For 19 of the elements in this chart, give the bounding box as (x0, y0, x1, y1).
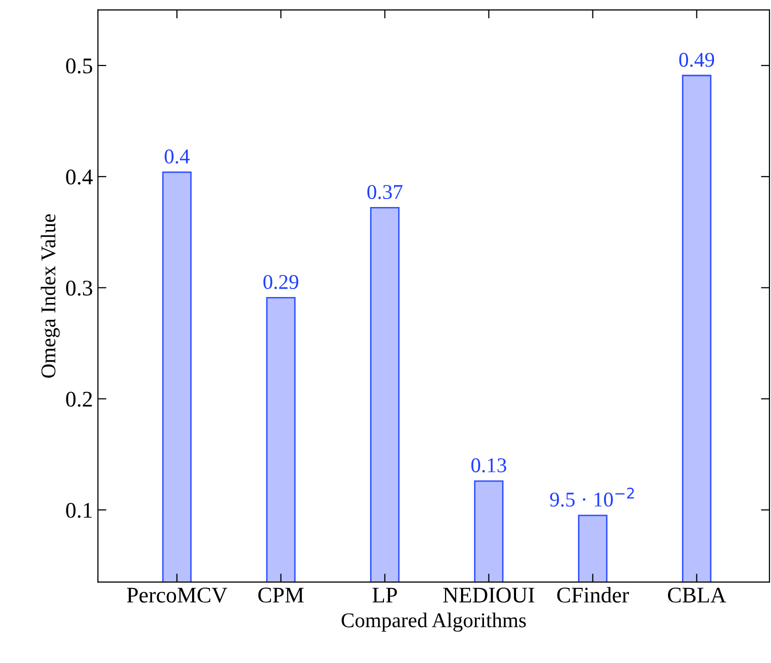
x-tick-label: CPM (258, 588, 304, 603)
x-tick-label: PercoMCV (126, 588, 228, 603)
y-tick-label: 0.4 (66, 170, 93, 185)
x-tick-label: CBLA (668, 588, 726, 603)
x-tick-label: LP (372, 588, 397, 602)
data-label: 0.29 (263, 274, 298, 290)
data-label: 0.37 (367, 184, 402, 200)
y-tick-label: 0.2 (66, 392, 92, 407)
data-label: 9.5 · 10$^{−2}$ (550, 488, 634, 507)
data-label: 0.4 (164, 149, 190, 164)
x-tick-label: CFinder (557, 586, 629, 603)
y-tick-label: 0.3 (66, 280, 92, 296)
x-tick-label: NEDIOUI (443, 588, 534, 603)
data-label: 0.49 (679, 52, 714, 67)
y-tick-label: 0.5 (66, 58, 92, 74)
x-axis-title: Compared Algorithms (342, 612, 526, 632)
data-label: 0.13 (471, 458, 506, 472)
y-tick-label: 0.1 (66, 502, 92, 518)
y-axis-title: Omega Index Value (40, 214, 60, 378)
